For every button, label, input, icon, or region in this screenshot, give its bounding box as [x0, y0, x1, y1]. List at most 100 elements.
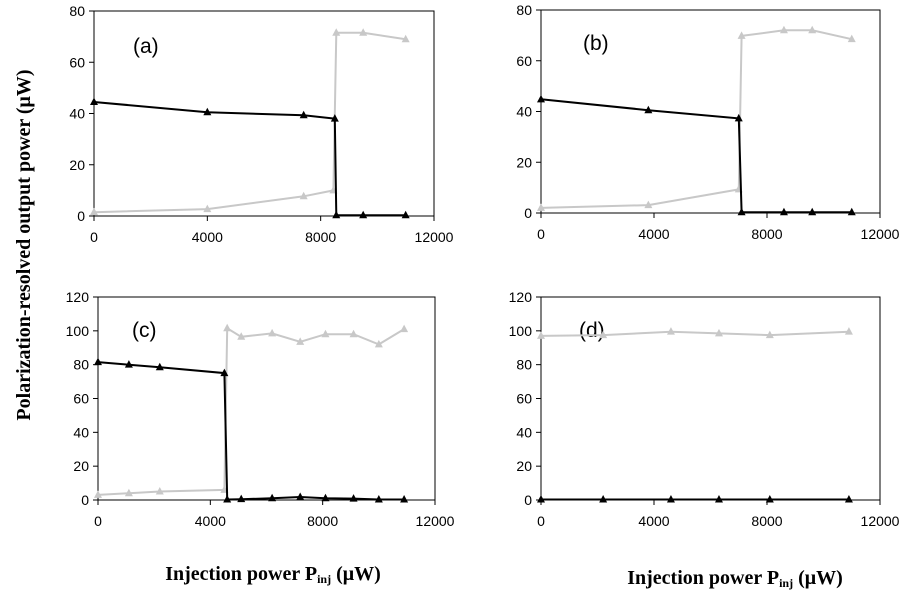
- y-tick-label: 80: [69, 3, 85, 19]
- data-point-light: [124, 488, 133, 497]
- data-point-dark: [644, 105, 653, 114]
- y-tick-label: 80: [516, 2, 532, 18]
- data-point-light: [203, 204, 212, 213]
- x-tick-label: 8000: [305, 229, 336, 245]
- x-axis-label-right: Injection power Pinj (μW): [627, 567, 843, 590]
- data-point-light: [808, 25, 817, 34]
- y-tick-label: 100: [66, 323, 90, 339]
- x-axis-label-left: Injection power Pinj (μW): [165, 563, 381, 586]
- data-point-dark: [666, 494, 675, 503]
- panel-a: 0 20 40 60 80 0 4000 8000 12000 (a): [69, 3, 453, 245]
- y-tick-label: 20: [73, 458, 89, 474]
- y-tick-label: 0: [81, 492, 89, 508]
- y-tick-label: 0: [524, 205, 532, 221]
- y-tick-label: 60: [516, 391, 532, 407]
- series-line-dark: [97, 361, 405, 501]
- x-tick-label: 8000: [307, 513, 338, 529]
- y-tick-label: 60: [73, 391, 89, 407]
- data-point-dark: [847, 207, 856, 216]
- x-tick-label: 4000: [195, 513, 226, 529]
- data-point-dark: [401, 210, 410, 219]
- y-tick-label: 0: [77, 208, 85, 224]
- data-point-dark: [844, 494, 853, 503]
- data-point-dark: [714, 494, 723, 503]
- panel-label: (d): [579, 319, 605, 342]
- x-tick-label: 8000: [751, 226, 782, 242]
- data-point-dark: [808, 207, 817, 216]
- data-point-dark: [321, 493, 330, 502]
- x-axis-label-main: Injection power P: [627, 567, 779, 589]
- series-line-dark: [540, 98, 852, 214]
- panels: 0 20 40 60 80 0 4000 8000 12000 (a) 0 20 40 60 80 0 4000…: [66, 2, 899, 529]
- data-point-light: [321, 329, 330, 338]
- data-point-light: [349, 329, 358, 338]
- data-point-light: [332, 28, 341, 36]
- x-tick-label: 12000: [861, 226, 899, 242]
- data-point-light: [844, 327, 853, 335]
- data-point-dark: [779, 207, 788, 216]
- data-point-light: [765, 330, 774, 339]
- data-point-dark: [155, 362, 164, 371]
- data-point-light: [268, 328, 277, 337]
- panel-c: 0 20 40 60 80 100 120 0 4000 8000 12000 (c): [66, 289, 455, 529]
- panel-d: 0 20 40 60 80 100 120 0 4000 8000 12000 (d): [509, 289, 899, 529]
- data-point-light: [223, 323, 232, 332]
- series-line-dark: [93, 101, 406, 217]
- data-point-dark: [332, 210, 341, 219]
- y-axis-label: Polarization-resolved output power (μW): [13, 69, 35, 420]
- x-tick-label: 0: [90, 229, 98, 245]
- data-point-dark: [374, 494, 383, 503]
- data-point-dark: [90, 97, 98, 105]
- x-tick-label: 4000: [638, 226, 669, 242]
- series-line-light: [93, 31, 406, 214]
- data-point-light: [644, 200, 653, 209]
- data-point-dark: [203, 107, 212, 116]
- data-point-light: [400, 324, 409, 333]
- data-point-dark: [220, 368, 229, 377]
- y-tick-label: 40: [516, 424, 532, 440]
- x-axis-label-sub: inj: [317, 572, 331, 586]
- series-line-light: [540, 330, 849, 337]
- x-tick-label: 12000: [415, 229, 454, 245]
- y-tick-label: 20: [516, 458, 532, 474]
- y-tick-label: 40: [516, 104, 532, 120]
- data-point-dark: [537, 494, 545, 503]
- data-point-dark: [296, 492, 305, 500]
- data-point-dark: [400, 494, 409, 503]
- data-point-dark: [349, 494, 358, 502]
- data-point-light: [779, 25, 788, 34]
- x-axis-label-main: Injection power P: [165, 563, 317, 585]
- panel-label: (b): [583, 32, 609, 55]
- data-point-light: [537, 331, 545, 339]
- data-point-light: [666, 327, 675, 335]
- x-axis-label-unit: (μW): [331, 563, 381, 585]
- x-tick-label: 8000: [751, 513, 782, 529]
- data-point-dark: [237, 494, 246, 503]
- y-tick-label: 60: [516, 53, 532, 69]
- y-tick-label: 120: [66, 289, 90, 305]
- y-tick-label: 20: [516, 154, 532, 170]
- data-point-dark: [268, 493, 277, 502]
- data-point-dark: [299, 110, 308, 119]
- y-tick-label: 80: [516, 357, 532, 373]
- data-point-light: [401, 34, 410, 43]
- data-point-light: [599, 330, 608, 339]
- x-axis-label-sub: inj: [779, 576, 793, 590]
- data-point-light: [847, 34, 856, 43]
- data-point-dark: [537, 94, 545, 103]
- x-tick-label: 4000: [638, 513, 669, 529]
- y-tick-label: 40: [69, 106, 85, 122]
- x-tick-label: 12000: [861, 513, 899, 529]
- x-axis-label-unit: (μW): [793, 567, 843, 589]
- y-tick-label: 40: [73, 424, 89, 440]
- x-tick-label: 4000: [192, 229, 223, 245]
- x-tick-label: 0: [537, 513, 545, 529]
- panel-label: (c): [132, 319, 157, 342]
- panel-label: (a): [133, 35, 159, 58]
- data-point-light: [237, 332, 246, 340]
- data-point-dark: [223, 494, 232, 503]
- data-point-light: [737, 31, 746, 39]
- data-point-dark: [734, 113, 743, 122]
- series-line-light: [540, 29, 853, 209]
